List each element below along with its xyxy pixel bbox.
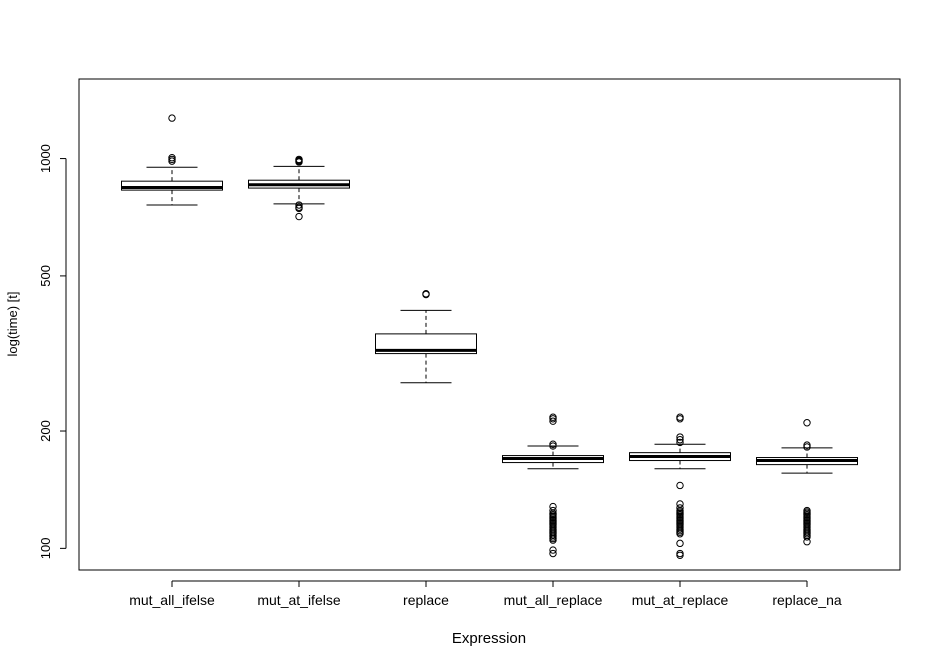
outlier-point [676, 551, 684, 559]
iqr-box [121, 180, 223, 191]
outlier-point [676, 433, 684, 441]
x-tick-label: replace [403, 592, 449, 608]
box-mut_all_ifelse [121, 114, 223, 206]
outlier-point [168, 114, 176, 122]
box-mut_at_replace [629, 413, 731, 559]
outlier-point [168, 157, 176, 165]
outlier-point [676, 438, 684, 447]
y-axis: 100 200 500 1000 [38, 144, 67, 560]
x-tick-label: mut_at_replace [632, 592, 729, 608]
outlier-point [676, 539, 684, 548]
outlier-point [295, 158, 303, 166]
outlier-point [549, 546, 557, 554]
x-axis: mut_all_ifelse mut_at_ifelse replace mut_al… [129, 580, 842, 608]
outlier-point [549, 506, 557, 515]
x-tick-label: mut_all_ifelse [129, 592, 215, 608]
y-tick-label: 200 [38, 420, 53, 442]
outlier-point [803, 533, 811, 541]
outlier-point [549, 549, 557, 558]
outlier-point [803, 538, 811, 546]
outlier-point [549, 417, 557, 425]
box-replace [375, 290, 477, 384]
outlier-point [676, 413, 684, 421]
outlier-point [549, 413, 557, 421]
box-replace_na [756, 419, 858, 546]
outlier-point [422, 290, 430, 299]
outlier-point [549, 442, 557, 450]
y-tick-label: 100 [38, 538, 53, 560]
outlier-point [676, 481, 684, 490]
x-tick-label: mut_all_replace [504, 592, 603, 608]
y-tick-label: 1000 [38, 144, 53, 173]
boxes-layer [121, 114, 858, 559]
plot-frame [78, 78, 901, 571]
outlier-point [803, 419, 811, 427]
outlier-point [676, 530, 684, 538]
outlier-point [295, 212, 303, 221]
outlier-point [549, 536, 557, 544]
outlier-point [803, 441, 811, 449]
box-mut_at_ifelse [248, 155, 350, 221]
outlier-point [676, 436, 684, 444]
outlier-point [295, 201, 303, 209]
outlier-point [295, 204, 303, 213]
box-mut_all_replace [502, 413, 604, 558]
x-axis-title: Expression [452, 630, 526, 647]
iqr-box [375, 333, 477, 355]
x-tick-label: replace_na [772, 592, 841, 608]
x-tick-label: mut_at_ifelse [257, 592, 340, 608]
y-tick-label: 500 [38, 265, 53, 287]
y-axis-title: log(time) [t] [5, 291, 20, 356]
